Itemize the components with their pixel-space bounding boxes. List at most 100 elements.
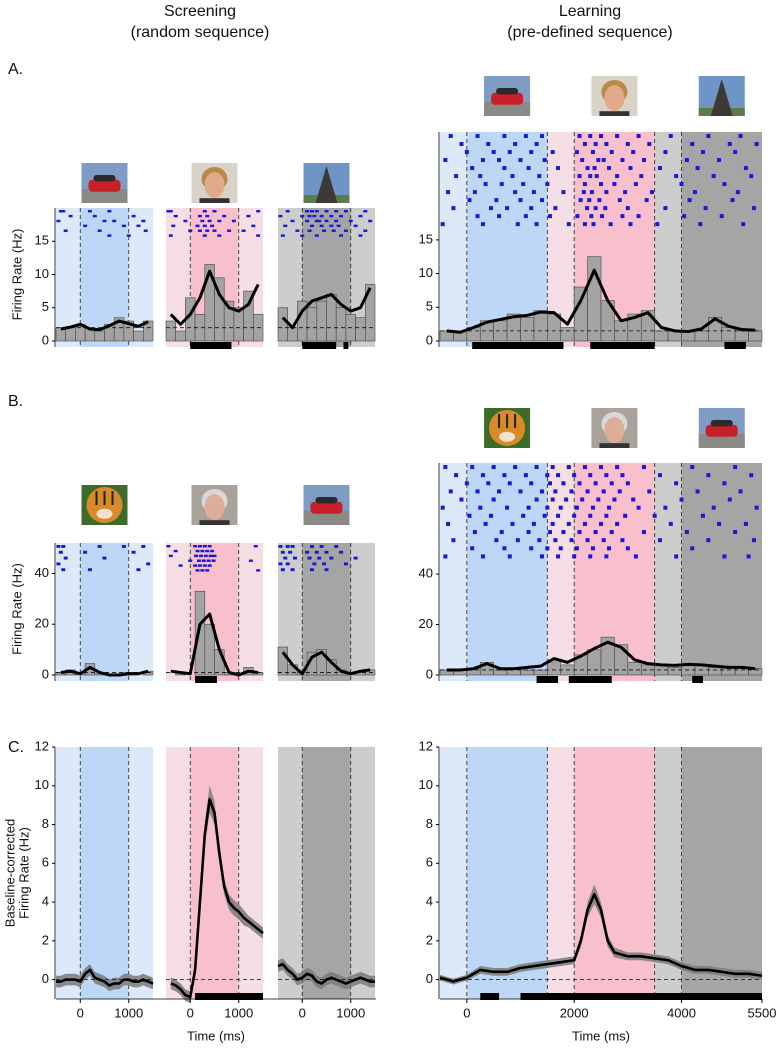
spike bbox=[550, 150, 555, 155]
spike bbox=[647, 489, 652, 494]
spike bbox=[178, 564, 183, 567]
smoothed-rate bbox=[60, 665, 149, 677]
spike bbox=[572, 473, 577, 478]
stimulus-image bbox=[191, 163, 238, 203]
spike bbox=[309, 210, 314, 213]
spike bbox=[604, 190, 609, 195]
spike bbox=[623, 513, 628, 518]
spike bbox=[593, 142, 598, 147]
spike bbox=[698, 222, 703, 227]
spike bbox=[440, 505, 445, 510]
spike bbox=[168, 210, 173, 213]
y-tick-label: 6 bbox=[426, 855, 433, 870]
spike bbox=[202, 224, 207, 228]
spike bbox=[592, 166, 597, 171]
spike bbox=[746, 554, 751, 559]
spike bbox=[674, 554, 679, 559]
spike bbox=[491, 497, 496, 502]
spike bbox=[454, 473, 459, 478]
mean-line bbox=[277, 962, 375, 985]
spike bbox=[556, 554, 561, 559]
significance-bar bbox=[302, 342, 337, 349]
image-part bbox=[698, 434, 745, 448]
spike bbox=[319, 545, 324, 548]
y-tick-label: 15 bbox=[35, 233, 49, 248]
stimulus-image bbox=[303, 485, 350, 525]
spike bbox=[518, 489, 523, 494]
spike bbox=[309, 568, 314, 572]
spike bbox=[324, 210, 329, 213]
spike bbox=[717, 521, 722, 526]
spike bbox=[513, 465, 518, 470]
y-tick-label: 40 bbox=[419, 565, 433, 580]
spike bbox=[283, 224, 288, 228]
image-part bbox=[498, 414, 501, 428]
stimulus-image bbox=[698, 76, 745, 116]
stimulus-image bbox=[698, 408, 745, 448]
spike bbox=[446, 521, 451, 526]
mean-line bbox=[439, 893, 763, 983]
x-tick-label: 0 bbox=[77, 1005, 84, 1020]
spike bbox=[278, 214, 283, 218]
spike bbox=[470, 465, 475, 470]
spike bbox=[700, 513, 705, 518]
spike bbox=[542, 513, 547, 518]
spike bbox=[334, 210, 339, 213]
spike bbox=[593, 481, 598, 486]
spike bbox=[590, 150, 595, 155]
spike bbox=[582, 465, 587, 470]
spike bbox=[599, 465, 603, 470]
spike bbox=[87, 210, 92, 213]
spike bbox=[87, 568, 92, 572]
spike bbox=[314, 550, 319, 554]
histogram-bar bbox=[194, 590, 206, 676]
histogram-bar bbox=[708, 667, 723, 676]
x-tick-label: 0 bbox=[463, 1005, 470, 1020]
spike bbox=[593, 530, 598, 535]
spike bbox=[539, 554, 544, 559]
spike bbox=[312, 562, 317, 566]
stimulus-image bbox=[303, 163, 350, 203]
spike bbox=[674, 481, 679, 486]
spike bbox=[609, 481, 614, 486]
spike bbox=[61, 210, 66, 213]
y-tick-label: 5 bbox=[426, 299, 433, 314]
spike bbox=[92, 214, 97, 218]
spike bbox=[339, 234, 344, 237]
histogram-bar bbox=[306, 307, 318, 342]
spike bbox=[513, 190, 518, 195]
spike bbox=[205, 549, 210, 553]
y-tick-label: 5 bbox=[42, 299, 49, 314]
histogram-bar bbox=[694, 330, 709, 342]
spike bbox=[582, 521, 587, 526]
spike bbox=[577, 481, 582, 486]
histogram-bar bbox=[143, 320, 154, 342]
spike bbox=[83, 224, 88, 228]
spike bbox=[556, 513, 561, 518]
spike bbox=[722, 182, 727, 187]
spike bbox=[253, 545, 258, 548]
spike bbox=[188, 559, 193, 562]
image-part bbox=[310, 501, 343, 514]
spike bbox=[649, 190, 654, 195]
column-title: (random sequence) bbox=[131, 24, 270, 41]
spike bbox=[730, 198, 735, 203]
image-part bbox=[484, 102, 531, 116]
spike bbox=[97, 229, 102, 232]
spike bbox=[488, 206, 493, 211]
histogram-bar bbox=[627, 662, 642, 676]
spike bbox=[526, 530, 531, 535]
spike bbox=[166, 545, 171, 548]
stimulus-period bbox=[654, 463, 682, 681]
spike bbox=[617, 198, 622, 203]
spike bbox=[334, 545, 339, 548]
spike bbox=[494, 198, 499, 203]
histogram-bar bbox=[654, 330, 669, 342]
spike bbox=[292, 556, 297, 560]
spike bbox=[577, 174, 582, 179]
spike bbox=[633, 182, 638, 187]
spike bbox=[577, 530, 582, 535]
histogram-bar bbox=[133, 330, 144, 342]
spike bbox=[735, 190, 740, 195]
image-part bbox=[303, 511, 350, 525]
